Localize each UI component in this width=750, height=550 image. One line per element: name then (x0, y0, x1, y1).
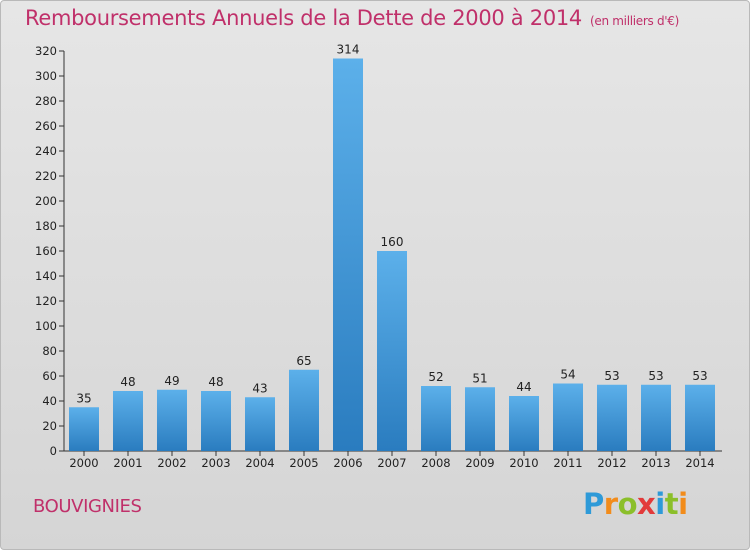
data-label: 43 (252, 381, 267, 395)
bar-2010 (509, 396, 539, 451)
x-tick-label: 2009 (465, 456, 494, 470)
bar-2007 (377, 251, 407, 451)
data-label: 48 (120, 375, 135, 389)
y-tick-label: 200 (35, 194, 57, 208)
x-tick-label: 2004 (245, 456, 274, 470)
bar-2014 (685, 384, 715, 451)
y-tick-label: 40 (42, 394, 57, 408)
data-label: 48 (208, 375, 223, 389)
y-tick-label: 260 (35, 119, 57, 133)
x-tick-label: 2013 (641, 456, 670, 470)
logo-letter: i (655, 487, 665, 521)
y-tick-label: 60 (42, 369, 57, 383)
data-label: 49 (164, 374, 179, 388)
data-label: 44 (516, 380, 531, 394)
logo-letter: P (583, 487, 604, 521)
data-label: 54 (560, 368, 575, 382)
x-tick-label: 2006 (333, 456, 362, 470)
bar-2001 (113, 391, 143, 451)
y-tick-label: 0 (50, 444, 57, 458)
logo-letter: x (637, 487, 656, 521)
data-label: 160 (381, 235, 404, 249)
y-tick-label: 160 (35, 244, 57, 258)
bar-2006 (333, 58, 363, 451)
x-tick-label: 2000 (69, 456, 98, 470)
y-tick-label: 140 (35, 269, 57, 283)
bars: 35 48 49 48 43 65 314 160 52 51 44 54 53 53 53 (69, 43, 715, 451)
bar-2004 (245, 397, 275, 451)
bar-2003 (201, 391, 231, 451)
y-tick-label: 100 (35, 319, 57, 333)
bar-2013 (641, 384, 671, 451)
y-tick-label: 300 (35, 69, 57, 83)
x-tick-label: 2005 (289, 456, 318, 470)
x-tick-label: 2003 (201, 456, 230, 470)
x-tick-label: 2014 (685, 456, 714, 470)
chart-subtitle: (en milliers d'€) (590, 14, 680, 28)
x-tick-label: 2008 (421, 456, 450, 470)
chart-title: Remboursements Annuels de la Dette de 20… (25, 6, 679, 30)
x-tick-label: 2007 (377, 456, 406, 470)
y-tick-label: 20 (42, 419, 57, 433)
logo-letter: o (617, 487, 638, 521)
data-label: 51 (472, 371, 487, 385)
bar-2009 (465, 387, 495, 451)
data-label: 35 (76, 391, 91, 405)
chart-title-text: Remboursements Annuels de la Dette de 20… (25, 6, 582, 30)
data-label: 314 (337, 43, 360, 57)
bar-2002 (157, 389, 187, 451)
x-tick-label: 2010 (509, 456, 538, 470)
x-tick-label: 2012 (597, 456, 626, 470)
logo-letter: t (664, 487, 679, 521)
data-label: 53 (692, 369, 707, 383)
y-tick-label: 180 (35, 219, 57, 233)
data-label: 53 (604, 369, 619, 383)
bar-2012 (597, 384, 627, 451)
y-axis: 0 20 40 60 80 100 120 140 160 180 200 220 240 260 280 3… (35, 44, 65, 458)
data-label: 65 (296, 354, 311, 368)
x-tick-label: 2002 (157, 456, 186, 470)
bar-2000 (69, 407, 99, 451)
x-tick-label: 2001 (113, 456, 142, 470)
logo-letter: r (603, 487, 618, 521)
y-tick-label: 320 (35, 44, 57, 58)
logo-letter: i (678, 487, 688, 521)
x-axis: 2000 2001 2002 2003 2004 2005 2006 2007 2008 2009… (64, 450, 722, 470)
y-tick-label: 240 (35, 144, 57, 158)
y-tick-label: 280 (35, 94, 57, 108)
y-tick-label: 120 (35, 294, 57, 308)
commune-name: BOUVIGNIES (33, 496, 142, 517)
bar-2011 (553, 383, 583, 451)
bar-2008 (421, 386, 451, 451)
y-tick-label: 220 (35, 169, 57, 183)
x-tick-label: 2011 (553, 456, 582, 470)
data-label: 53 (648, 369, 663, 383)
data-label: 52 (428, 370, 443, 384)
bar-2005 (289, 369, 319, 451)
y-tick-label: 80 (42, 344, 57, 358)
proxiti-logo: Proxiti (583, 487, 688, 521)
